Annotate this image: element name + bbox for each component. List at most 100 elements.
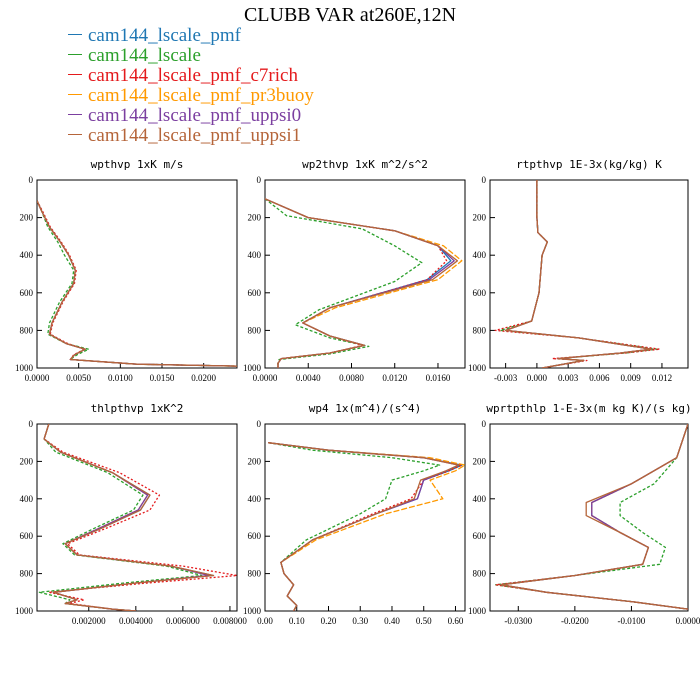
- y-tick-label: 0: [257, 175, 262, 185]
- panel-title: wpthvp 1xK m/s: [91, 158, 184, 171]
- legend-entry: cam144_lscale_pmf: [68, 26, 314, 46]
- y-tick-label: 0: [29, 175, 34, 185]
- x-tick-label: 0.009: [621, 373, 642, 383]
- series-line-6: [43, 424, 215, 611]
- series-line-3: [37, 200, 237, 367]
- legend-swatch: [68, 34, 82, 36]
- legend-label: cam144_lscale_pmf_pr3buoy: [88, 85, 314, 106]
- series-line-2: [37, 200, 237, 367]
- x-tick-label: 0.10: [289, 616, 305, 626]
- legend: cam144_lscale_pmf cam144_lscale cam144_lsc…: [68, 26, 314, 146]
- y-tick-label: 600: [248, 288, 262, 298]
- panel-title: wp4 1x(m^4)/(s^4): [309, 402, 422, 415]
- x-tick-label: 0.60: [448, 616, 464, 626]
- series-line-4: [504, 180, 653, 368]
- y-tick-label: 600: [20, 531, 34, 541]
- series-line-1: [265, 198, 452, 368]
- series-line-6: [268, 442, 460, 611]
- x-tick-label: -0.003: [494, 373, 518, 383]
- series-line-6: [37, 200, 237, 367]
- y-tick-label: 400: [248, 250, 262, 260]
- legend-entry: cam144_lscale_pmf_uppsi1: [68, 126, 314, 146]
- series-line-1: [37, 200, 237, 367]
- y-tick-label: 0: [29, 419, 34, 429]
- panel-title: wprtpthlp 1-E-3x(m kg K)/(s kg): [486, 402, 691, 415]
- y-tick-label: 1000: [468, 606, 487, 616]
- legend-label: cam144_lscale_pmf: [88, 25, 242, 46]
- y-tick-label: 400: [20, 250, 34, 260]
- x-tick-label: -0.0300: [504, 616, 532, 626]
- legend-swatch: [68, 114, 82, 116]
- panel-title: thlpthvp 1xK^2: [91, 402, 184, 415]
- plot-frame: [264, 423, 466, 612]
- y-tick-label: 1000: [243, 363, 262, 373]
- y-tick-label: 200: [248, 456, 262, 466]
- y-tick-label: 600: [20, 288, 34, 298]
- y-tick-label: 1000: [243, 606, 262, 616]
- series-line-4: [37, 200, 237, 367]
- plot-frame: [489, 423, 689, 612]
- series-line-6: [265, 198, 459, 368]
- legend-label: cam144_lscale: [88, 45, 201, 66]
- figure-title: CLUBB VAR at260E,12N: [243, 4, 457, 26]
- series-line-5: [37, 200, 237, 367]
- y-tick-label: 200: [473, 456, 487, 466]
- legend-label: cam144_lscale_pmf_uppsi1: [88, 125, 302, 146]
- x-tick-label: 0.003: [558, 373, 579, 383]
- x-tick-label: 0.0150: [150, 373, 175, 383]
- y-tick-label: 400: [20, 494, 34, 504]
- panel-title: wp2thvp 1xK m^2/s^2: [302, 158, 428, 171]
- y-tick-label: 200: [473, 213, 487, 223]
- plot-frame: [264, 179, 466, 369]
- x-tick-label: -0.0100: [618, 616, 646, 626]
- y-tick-label: 800: [20, 569, 34, 579]
- series-line-4: [265, 198, 463, 368]
- y-tick-label: 200: [20, 456, 34, 466]
- plot-frame: [36, 423, 238, 612]
- panel-6: wprtpthlp 1-E-3x(m kg K)/(s kg) 0 200 400 60…: [468, 402, 700, 626]
- legend-entry: cam144_lscale_pmf_pr3buoy: [68, 86, 314, 106]
- y-tick-label: 600: [473, 531, 487, 541]
- x-tick-label: 0.002000: [72, 616, 106, 626]
- x-tick-label: 0.004000: [119, 616, 153, 626]
- x-tick-label: 0.0160: [426, 373, 451, 383]
- x-tick-label: 0.50: [416, 616, 432, 626]
- y-tick-label: 800: [473, 325, 487, 335]
- legend-entry: cam144_lscale_pmf_c7rich: [68, 66, 314, 86]
- legend-label: cam144_lscale_pmf_uppsi0: [88, 105, 302, 126]
- y-tick-label: 400: [248, 494, 262, 504]
- y-tick-label: 1000: [15, 606, 34, 616]
- series-line-3: [494, 180, 661, 368]
- x-tick-label: 0.0100: [108, 373, 133, 383]
- y-tick-label: 0: [257, 419, 262, 429]
- legend-swatch: [68, 74, 82, 76]
- x-tick-label: 0.0200: [191, 373, 216, 383]
- plot-frame: [36, 179, 238, 369]
- legend-swatch: [68, 54, 82, 56]
- y-tick-label: 200: [20, 213, 34, 223]
- series-line-2: [38, 424, 203, 611]
- panel-3: rtpthvp 1E-3x(kg/kg) K 0 200 400 600 800 1000-…: [468, 158, 689, 383]
- x-tick-label: 0.0000: [253, 373, 278, 383]
- x-tick-label: 0.000: [527, 373, 548, 383]
- series-line-4: [268, 442, 465, 611]
- y-tick-label: 600: [473, 288, 487, 298]
- legend-entry: cam144_lscale_pmf_uppsi0: [68, 106, 314, 126]
- x-tick-label: -0.0200: [561, 616, 589, 626]
- y-tick-label: 800: [248, 569, 262, 579]
- x-tick-label: 0.20: [321, 616, 337, 626]
- x-tick-label: 0.008000: [213, 616, 247, 626]
- x-tick-label: 0.006000: [166, 616, 200, 626]
- y-tick-label: 0: [482, 419, 487, 429]
- series-line-6: [500, 424, 688, 610]
- x-tick-label: 0.0000: [676, 616, 700, 626]
- x-tick-label: 0.0080: [339, 373, 364, 383]
- x-tick-label: 0.006: [589, 373, 610, 383]
- legend-entry: cam144_lscale: [68, 46, 314, 66]
- x-tick-label: 0.0050: [66, 373, 91, 383]
- y-tick-label: 1000: [468, 363, 487, 373]
- series-line-6: [504, 180, 653, 368]
- y-tick-label: 800: [473, 569, 487, 579]
- y-tick-label: 400: [473, 494, 487, 504]
- series-line-2: [265, 198, 423, 368]
